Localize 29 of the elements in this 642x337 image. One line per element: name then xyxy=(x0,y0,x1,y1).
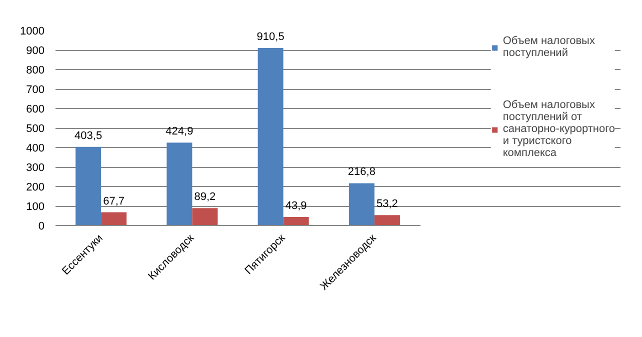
bar xyxy=(283,216,309,226)
y-tick-label: 200 xyxy=(26,182,45,194)
y-tick-label: 400 xyxy=(26,142,45,154)
legend-label: Объем налоговых поступлений от санаторно-курортного и туристского комплекса xyxy=(502,99,615,159)
y-tick-label: 100 xyxy=(26,201,45,213)
data-label: 403,5 xyxy=(74,130,102,142)
y-tick-label: 1000 xyxy=(20,26,45,38)
data-label: 67,7 xyxy=(103,195,125,208)
y-tick-label: 500 xyxy=(26,123,45,135)
data-label: 53,2 xyxy=(376,198,398,210)
legend-label: Объем налоговых поступлений xyxy=(502,35,595,59)
data-label: 216,8 xyxy=(348,166,376,178)
y-tick-label: 600 xyxy=(26,104,45,116)
bar xyxy=(374,215,400,226)
y-tick-label: 300 xyxy=(26,162,45,174)
y-tick-label: 800 xyxy=(26,64,45,76)
bar xyxy=(166,142,192,226)
data-label: 43,9 xyxy=(285,200,307,212)
bar xyxy=(192,208,218,226)
y-tick-label: 0 xyxy=(38,220,45,232)
bar xyxy=(348,183,374,226)
y-tick-label: 700 xyxy=(26,84,45,96)
y-tick-label: 900 xyxy=(26,45,45,57)
bar xyxy=(76,146,102,226)
bar xyxy=(258,48,284,226)
data-label: 424,9 xyxy=(166,126,194,138)
bar xyxy=(101,212,127,226)
data-label: 910,5 xyxy=(256,30,284,43)
data-label: 89,2 xyxy=(194,191,216,204)
